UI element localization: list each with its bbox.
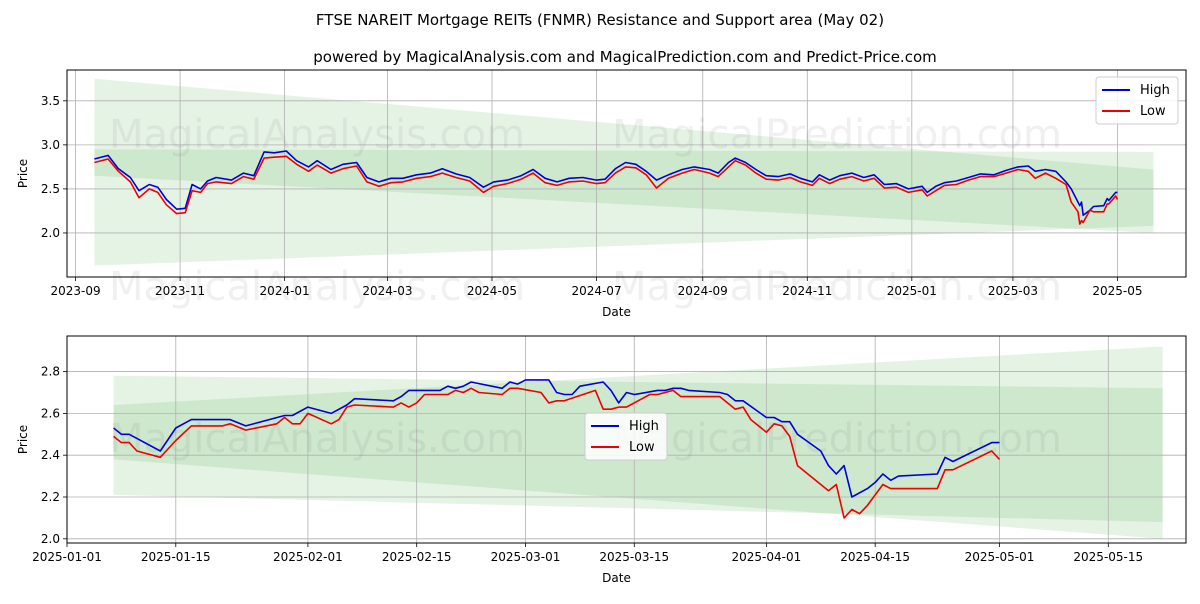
support-resistance-band [94,78,1154,266]
y-tick-label: 2.0 [41,532,60,546]
x-axis-label: Date [602,571,631,585]
x-tick-label: 2024-05 [467,284,517,298]
legend-box [584,412,668,461]
x-axis-label: Date [602,305,631,319]
x-tick-label: 2025-02-15 [382,550,452,564]
series-line-high [94,150,1118,217]
x-tick-label: 2025-04-01 [732,550,802,564]
y-tick-label: 3.5 [41,94,60,108]
x-tick-label: 2025-05-15 [1073,550,1143,564]
legend-label-low: Low [629,440,655,455]
plot-frame [66,335,1187,544]
y-axis-label: Price [16,159,30,188]
plot-frame [66,69,1187,278]
y-tick-label: 2.6 [41,406,60,420]
y-tick-label: 2.2 [41,490,60,504]
legend: High Low [584,412,668,461]
chart-title: FTSE NAREIT Mortgage REITs (FNMR) Resist… [316,11,884,29]
x-tick-label: 2025-02-01 [273,550,343,564]
x-tick-label: 2025-04-15 [840,550,910,564]
watermark-text: MagicalPrediction.com [612,264,1062,310]
series-line-low [113,387,1001,519]
x-tick-label: 2025-03 [988,284,1038,298]
legend-label-low: Low [1140,104,1166,119]
chart-subtitle: powered by MagicalAnalysis.com and Magic… [313,48,937,66]
x-tick-label: 2025-05 [1092,284,1142,298]
y-tick-label: 2.0 [41,226,60,240]
x-tick-label: 2023-11 [155,284,205,298]
x-tick-label: 2025-01 [887,284,937,298]
x-tick-label: 2024-09 [678,284,728,298]
legend-label-high: High [1140,83,1170,98]
legend-box [1095,76,1179,125]
watermark-text: MagicalAnalysis.com [109,112,525,158]
series-line-low [94,155,1119,225]
watermark-text: MagicalPrediction.com [612,112,1062,158]
chart-panel-2: 2025-01-01 2025-01-15 2025-02-01 2025-02-15… [16,335,1187,585]
watermark-text: MagicalPrediction.com [612,416,1062,462]
y-tick-label: 3.0 [41,138,60,152]
x-tick-label: 2025-03-01 [491,550,561,564]
watermark-text: MagicalAnalysis.com [109,264,525,310]
legend: High Low [1095,76,1179,125]
y-axis-label: Price [16,425,30,454]
y-tick-label: 2.4 [41,448,60,462]
x-tick-label: 2023-09 [50,284,100,298]
chart-panel-1: 2023-09 2023-11 2024-01 2024-03 2024-05 2024-… [16,69,1187,319]
series-line-high [113,379,1000,498]
x-tick-label: 2025-05-01 [965,550,1035,564]
x-tick-label: 2025-01-15 [141,550,211,564]
x-tick-label: 2024-03 [362,284,412,298]
x-tick-label: 2024-01 [260,284,310,298]
x-tick-label: 2024-07 [571,284,621,298]
x-tick-label: 2025-03-15 [599,550,669,564]
y-tick-label: 2.8 [41,365,60,379]
legend-label-high: High [629,419,659,434]
watermark-text: MagicalAnalysis.com [109,416,525,462]
y-tick-label: 2.5 [41,182,60,196]
x-tick-label: 2024-11 [782,284,832,298]
x-tick-label: 2025-01-01 [32,550,102,564]
